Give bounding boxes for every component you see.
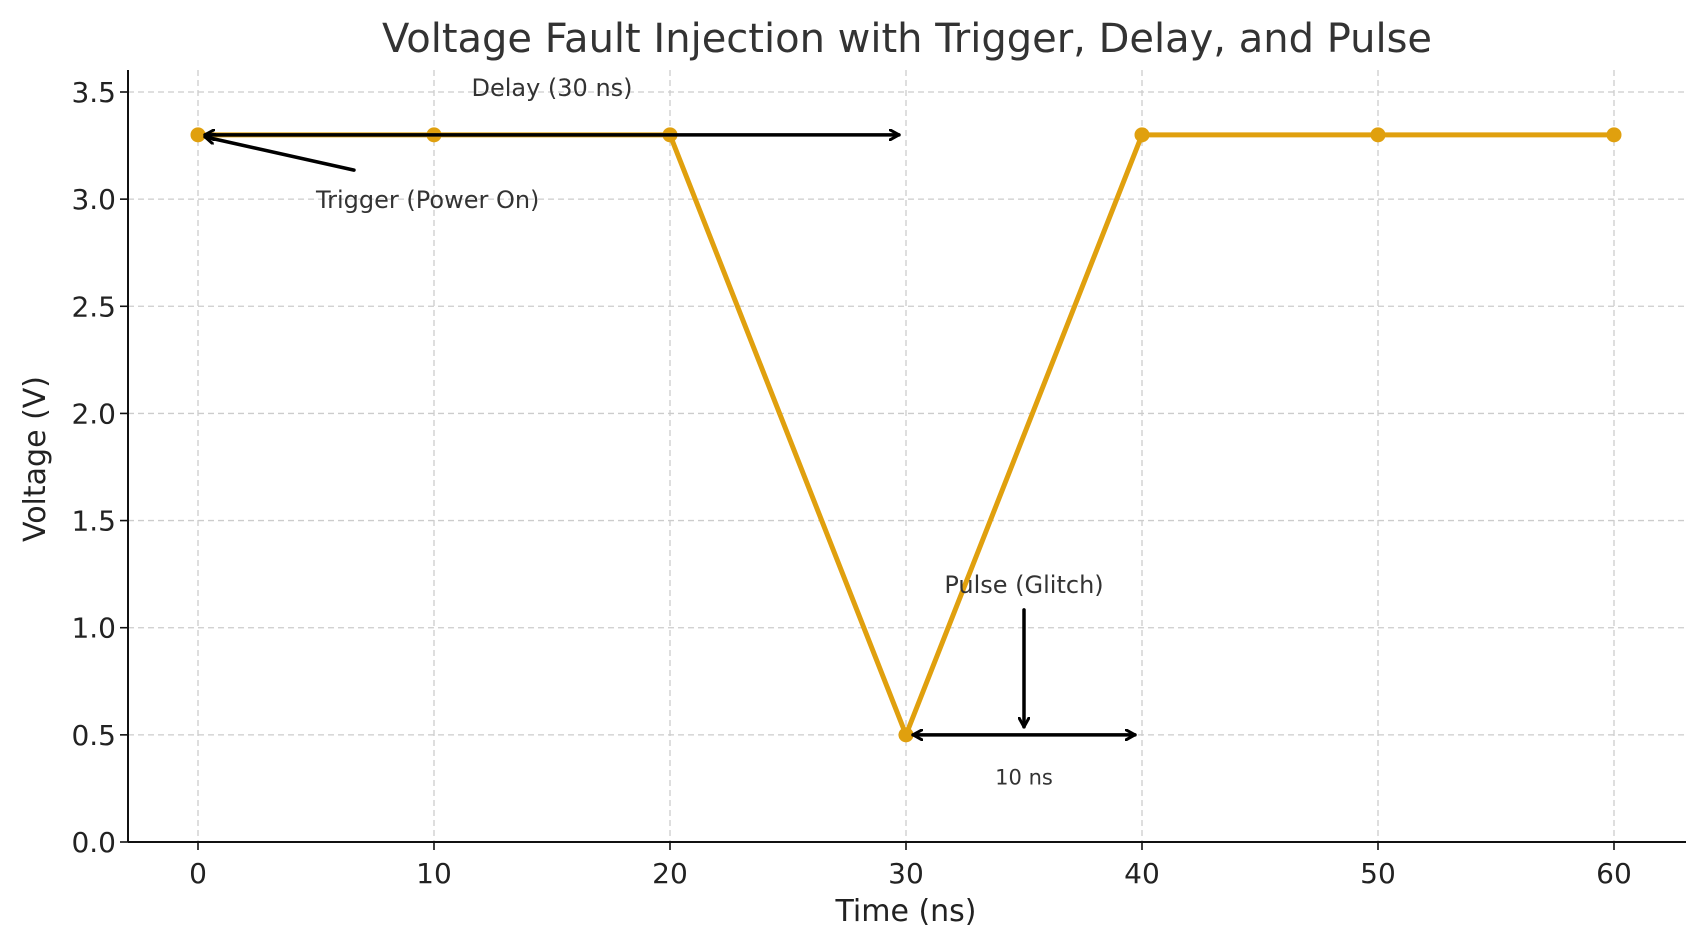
x-axis-label: Time (ns) — [834, 894, 976, 929]
pulse-annotation: Pulse (Glitch) — [944, 571, 1103, 599]
data-point — [1606, 127, 1622, 143]
y-tick-label: 0.0 — [71, 826, 116, 859]
y-tick-label: 1.0 — [71, 612, 116, 645]
axis-ticks: 0 10 20 30 40 50 60 0.0 0.5 1.0 1.5 2.0 2.5 3.0 3.5 — [71, 76, 1631, 890]
y-tick-label: 3.5 — [71, 76, 116, 109]
annotations: Trigger (Power On) Delay (30 ns) Pulse (… — [203, 74, 1137, 790]
y-tick-label: 2.0 — [71, 397, 116, 430]
grid — [128, 70, 1686, 843]
trigger-annotation: Trigger (Power On) — [315, 186, 539, 214]
x-tick-label: 10 — [416, 857, 452, 890]
data-point — [898, 727, 914, 743]
y-tick-label: 3.0 — [71, 183, 116, 216]
pulse-width-annotation: 10 ns — [995, 766, 1053, 790]
data-point — [190, 127, 206, 143]
y-axis-label: Voltage (V) — [18, 376, 53, 542]
trigger-arrow — [203, 137, 356, 172]
x-tick-label: 60 — [1596, 857, 1632, 890]
y-tick-label: 1.5 — [71, 505, 116, 538]
x-tick-label: 50 — [1360, 857, 1396, 890]
x-tick-label: 0 — [189, 857, 207, 890]
data-point — [1134, 127, 1150, 143]
x-tick-label: 20 — [652, 857, 688, 890]
x-tick-label: 30 — [888, 857, 924, 890]
data-point — [1370, 127, 1386, 143]
chart-title: Voltage Fault Injection with Trigger, De… — [382, 16, 1432, 62]
delay-annotation: Delay (30 ns) — [471, 74, 632, 102]
y-tick-label: 0.5 — [71, 719, 116, 752]
x-tick-label: 40 — [1124, 857, 1160, 890]
y-tick-label: 2.5 — [71, 290, 116, 323]
